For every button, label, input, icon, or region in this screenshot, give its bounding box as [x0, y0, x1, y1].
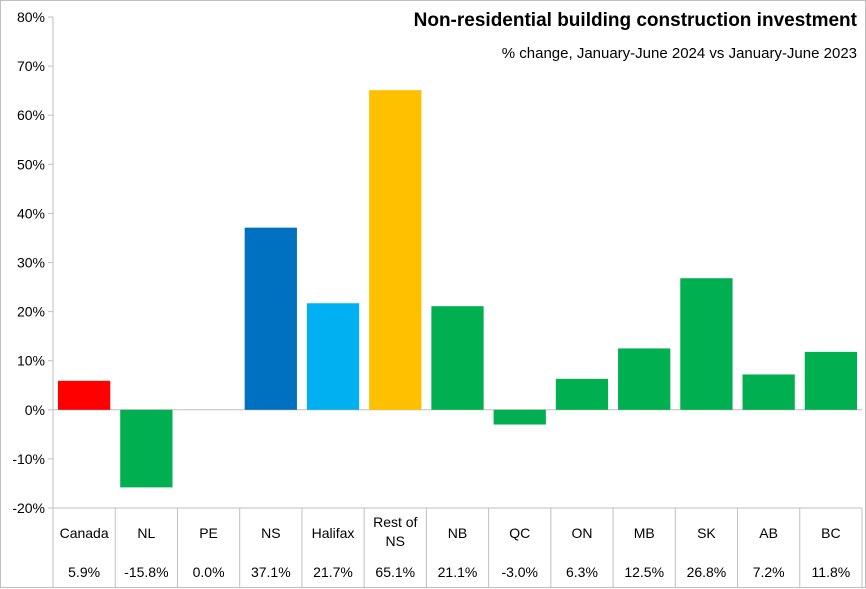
category-label: Rest of NS [373, 514, 417, 549]
bar [431, 306, 484, 410]
category-label: NS [261, 525, 280, 541]
y-tick-label: 40% [17, 205, 45, 221]
y-tick-label: 30% [17, 255, 45, 271]
bar [742, 374, 795, 410]
category-label: BC [821, 525, 840, 541]
value-label: 12.5% [624, 564, 664, 580]
value-label: 65.1% [375, 564, 415, 580]
value-label: 21.1% [438, 564, 478, 580]
y-tick-label: 60% [17, 107, 45, 123]
category-label: SK [697, 525, 716, 541]
category-label: ON [571, 525, 592, 541]
y-tick-label: 80% [17, 9, 45, 25]
y-tick-label: -10% [12, 451, 45, 467]
category-label: QC [509, 525, 530, 541]
value-label: 7.2% [753, 564, 785, 580]
category-label: NB [448, 525, 467, 541]
bar [804, 351, 858, 410]
category-label: PE [199, 525, 218, 541]
y-axis: -20% -10% 0% 10% 20% 30% 40% 50% 60% 70% 80% [12, 9, 54, 516]
bar [57, 380, 111, 410]
value-label: 6.3% [566, 564, 598, 580]
category-table: Canada 5.9% NL -15.8% PE 0.0% NS 37.1% Halifax 21… [52, 507, 863, 587]
chart-title: Non-residential building construction in… [414, 10, 858, 31]
bar [369, 90, 422, 410]
bar [618, 348, 671, 410]
category-label: AB [759, 525, 778, 541]
y-tick-label: -20% [12, 500, 45, 516]
category-label: Halifax [312, 525, 355, 541]
bar [493, 409, 546, 425]
bar [555, 378, 609, 410]
value-label: 26.8% [687, 564, 727, 580]
y-tick-label: 10% [17, 353, 45, 369]
value-label: -15.8% [124, 564, 168, 580]
y-tick-label: 0% [25, 402, 45, 418]
value-label: 5.9% [68, 564, 100, 580]
category-label: Canada [60, 525, 109, 541]
y-tick-label: 50% [17, 156, 45, 172]
value-label: -3.0% [501, 564, 538, 580]
value-label: 0.0% [193, 564, 225, 580]
bars [53, 90, 862, 488]
y-tick-label: 20% [17, 304, 45, 320]
value-label: 21.7% [313, 564, 353, 580]
value-label: 37.1% [251, 564, 291, 580]
value-label: 11.8% [812, 564, 851, 580]
bar [680, 278, 733, 410]
category-label: NL [137, 525, 155, 541]
chart-subtitle: % change, January-June 2024 vs January-J… [502, 45, 857, 62]
bar [306, 303, 360, 410]
category-label: MB [634, 525, 655, 541]
bar [120, 409, 173, 488]
y-tick-label: 70% [17, 58, 45, 74]
bar [244, 227, 297, 410]
